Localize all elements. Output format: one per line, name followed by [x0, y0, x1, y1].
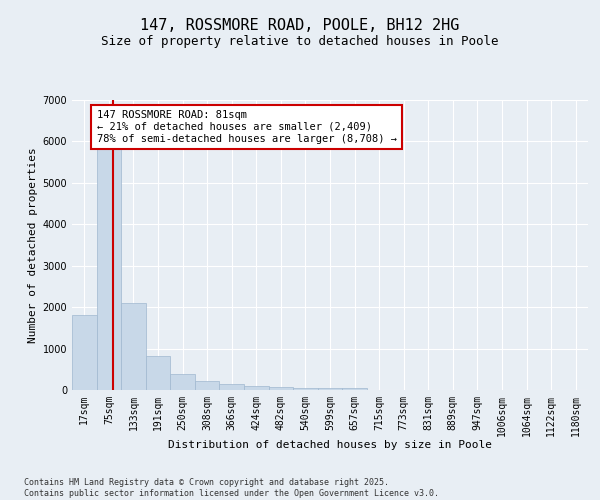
X-axis label: Distribution of detached houses by size in Poole: Distribution of detached houses by size …	[168, 440, 492, 450]
Bar	[342, 388, 367, 390]
Bar	[220, 384, 244, 390]
Bar	[195, 381, 220, 390]
Bar	[293, 388, 318, 390]
Bar	[146, 356, 170, 390]
Bar	[318, 388, 342, 390]
Bar	[121, 303, 146, 390]
Bar	[244, 386, 269, 390]
Bar	[72, 316, 97, 390]
Text: 147 ROSSMORE ROAD: 81sqm
← 21% of detached houses are smaller (2,409)
78% of sem: 147 ROSSMORE ROAD: 81sqm ← 21% of detach…	[97, 110, 397, 144]
Bar	[170, 374, 195, 390]
Bar	[97, 148, 121, 390]
Text: Size of property relative to detached houses in Poole: Size of property relative to detached ho…	[101, 35, 499, 48]
Y-axis label: Number of detached properties: Number of detached properties	[28, 147, 38, 343]
Bar	[269, 386, 293, 390]
Text: 147, ROSSMORE ROAD, POOLE, BH12 2HG: 147, ROSSMORE ROAD, POOLE, BH12 2HG	[140, 18, 460, 32]
Text: Contains HM Land Registry data © Crown copyright and database right 2025.
Contai: Contains HM Land Registry data © Crown c…	[24, 478, 439, 498]
